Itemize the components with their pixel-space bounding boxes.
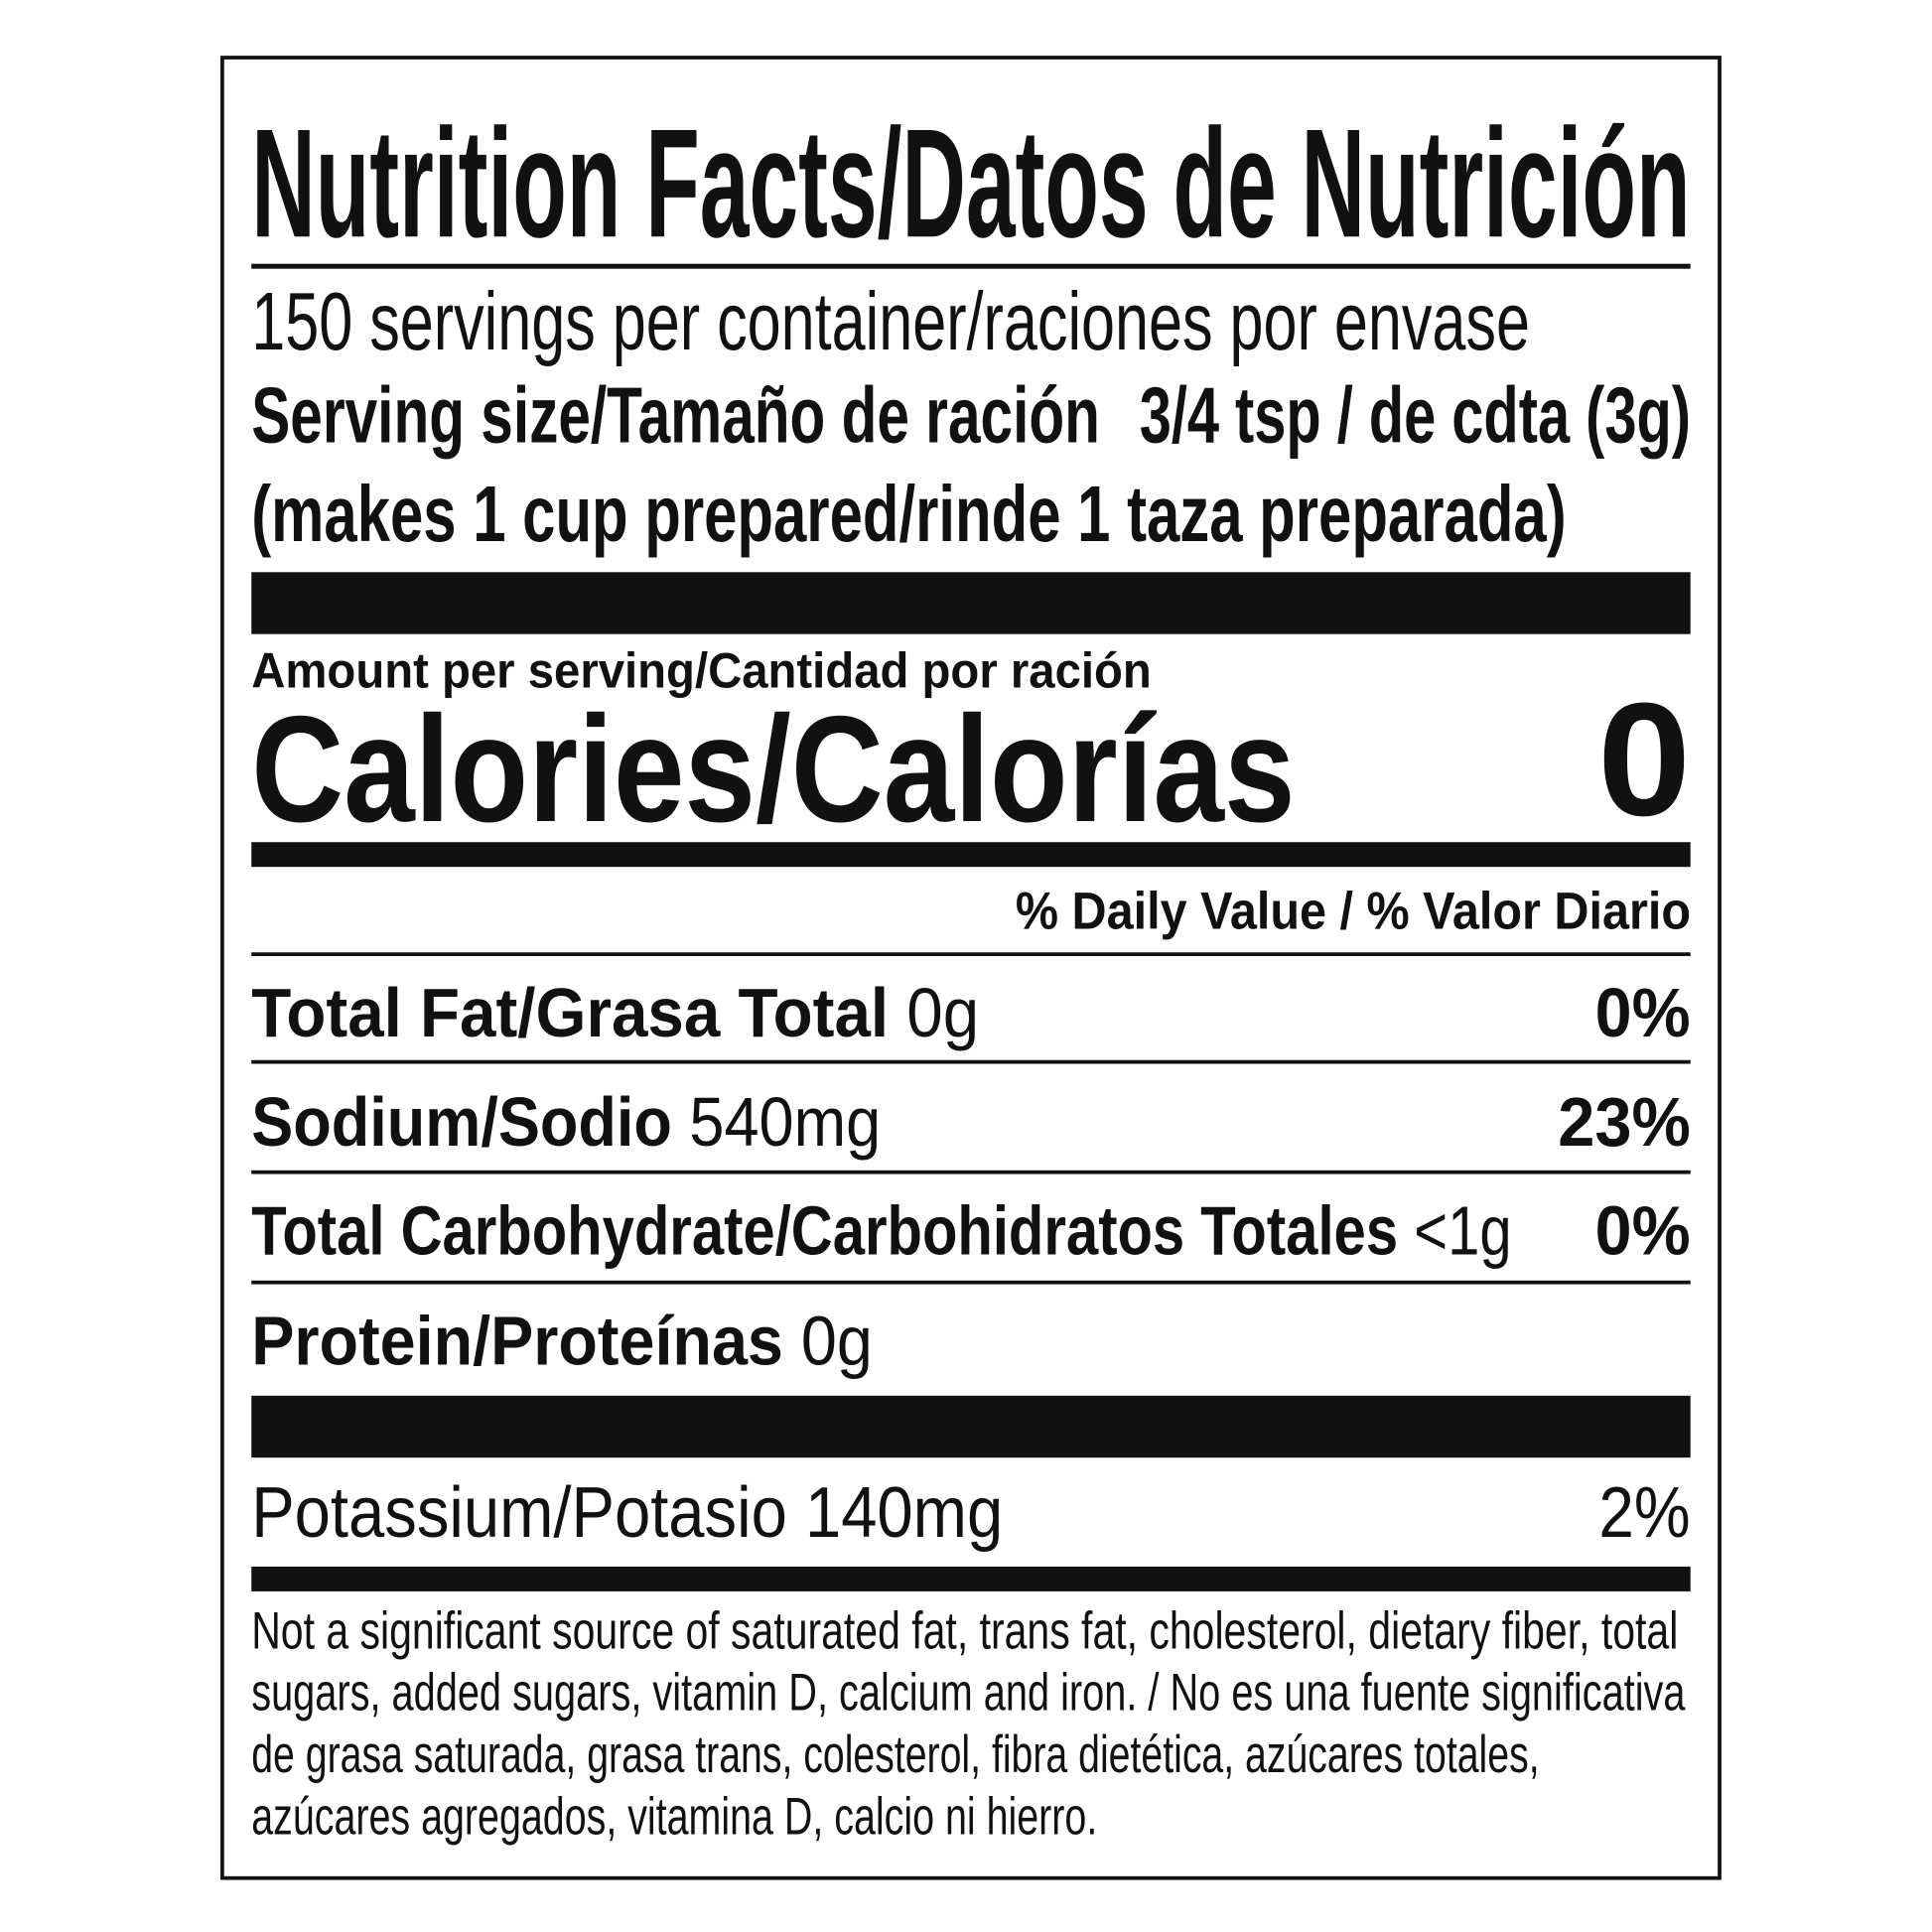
footnote-line: de grasa saturada, grasa trans, colester… bbox=[251, 1725, 1540, 1784]
footnote-line: Not a significant source of saturated fa… bbox=[251, 1600, 1679, 1660]
servings-per-container: 150 servings per container/raciones por … bbox=[251, 274, 1530, 367]
divider bbox=[251, 1280, 1691, 1285]
serving-size-value: 3/4 tsp / de cdta (3g) bbox=[1139, 369, 1691, 460]
nutrient-row-protein: Protein/Proteínas 0g bbox=[251, 1302, 873, 1380]
label-border bbox=[220, 56, 1722, 1880]
nutrient-row-potassium: Potassium/Potasio 140mg bbox=[251, 1472, 1004, 1554]
nutrient-row-carbohydrate: Total Carbohydrate/Carbohidratos Totales… bbox=[251, 1190, 1512, 1270]
amount-per-serving: Amount per serving/Cantidad por ración bbox=[251, 643, 1152, 699]
calories-label: Calories/Calorías bbox=[251, 684, 1296, 854]
divider bbox=[251, 952, 1691, 956]
serving-size-label: Serving size/Tamaño de ración bbox=[251, 369, 1100, 460]
sodium-dv: 23% bbox=[1558, 1082, 1691, 1161]
medium-bar bbox=[251, 1566, 1691, 1591]
serving-note: (makes 1 cup prepared/rinde 1 taza prepa… bbox=[251, 469, 1567, 559]
calories-value: 0 bbox=[1596, 668, 1691, 850]
divider bbox=[251, 1059, 1691, 1064]
potassium-dv: 2% bbox=[1598, 1472, 1691, 1554]
nutrient-row-sodium: Sodium/Sodio 540mg bbox=[251, 1082, 882, 1161]
divider bbox=[251, 263, 1691, 269]
carbohydrate-dv: 0% bbox=[1594, 1190, 1691, 1270]
thick-bar bbox=[251, 1395, 1691, 1458]
daily-value-header: % Daily Value / % Valor Diario bbox=[1015, 882, 1691, 940]
footnote-line: azúcares agregados, vitamina D, calcio n… bbox=[251, 1786, 1098, 1846]
label-title: Nutrition Facts/Datos de Nutrición bbox=[251, 97, 1691, 270]
thick-bar bbox=[251, 572, 1691, 634]
nutrient-row-total-fat: Total Fat/Grasa Total 0g bbox=[251, 973, 980, 1052]
divider bbox=[251, 1170, 1691, 1174]
total-fat-dv: 0% bbox=[1594, 973, 1691, 1052]
footnote-line: sugars, added sugars, vitamin D, calcium… bbox=[251, 1663, 1686, 1722]
medium-bar bbox=[251, 842, 1691, 868]
